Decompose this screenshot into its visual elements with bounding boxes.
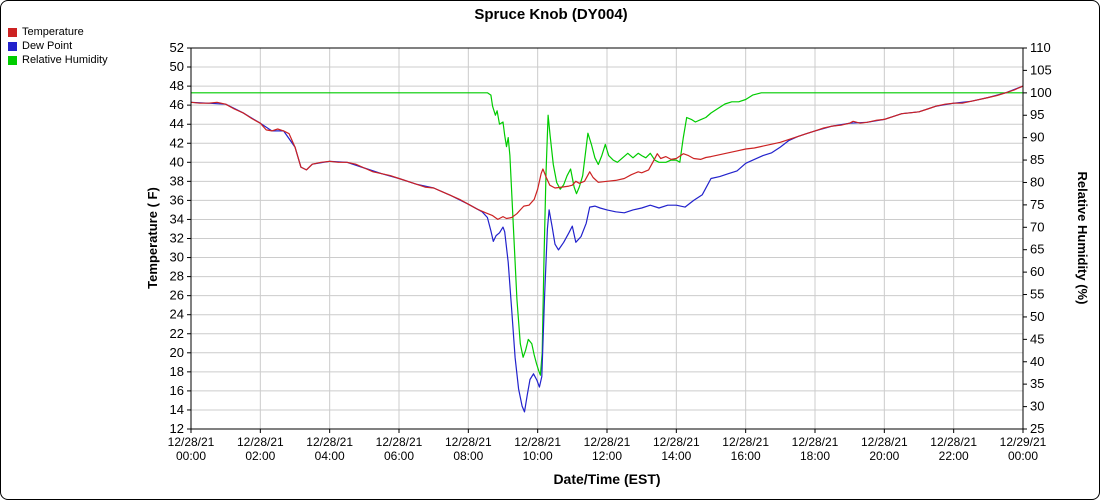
x-tick-date: 12/28/21 <box>514 435 561 449</box>
x-tick-date: 12/28/21 <box>930 435 977 449</box>
y-left-tick-label: 22 <box>170 326 184 341</box>
y-left-tick-label: 28 <box>170 269 184 284</box>
y-left-tick-label: 12 <box>170 421 184 436</box>
plot-border <box>190 47 1024 430</box>
relative-humidity-line <box>191 92 1023 376</box>
x-tick-date: 12/28/21 <box>237 435 284 449</box>
x-tick-date: 12/28/21 <box>722 435 769 449</box>
y-left-tick-label: 46 <box>170 97 184 112</box>
y-right-axis-title: Relative Humidity (%) <box>1075 172 1090 305</box>
y-left-tick-label: 30 <box>170 250 184 265</box>
y-right-tick-label: 45 <box>1030 331 1044 346</box>
y-right-tick-label: 95 <box>1030 107 1044 122</box>
x-tick-time: 12:00 <box>592 449 622 463</box>
y-right-tick-label: 25 <box>1030 421 1044 436</box>
x-tick-time: 04:00 <box>315 449 345 463</box>
temperature-line <box>190 85 1024 220</box>
x-tick-date: 12/28/21 <box>168 435 215 449</box>
y-right-tick-label: 75 <box>1030 197 1044 212</box>
y-left-tick-label: 42 <box>170 135 184 150</box>
y-right-tick-label: 50 <box>1030 309 1044 324</box>
y-right-tick-label: 65 <box>1030 242 1044 257</box>
y-left-tick-label: 14 <box>170 402 184 417</box>
y-left-tick-label: 24 <box>170 307 184 322</box>
legend-label-temperature: Temperature <box>22 26 84 38</box>
y-left-axis-title: Temperature ( F) <box>145 187 160 289</box>
relative-humidity-swatch-icon <box>8 56 17 65</box>
y-right-tick-label: 80 <box>1030 174 1044 189</box>
y-left-tick-label: 26 <box>170 288 184 303</box>
temperature-swatch-icon <box>8 28 17 37</box>
x-tick-date: 12/28/21 <box>376 435 423 449</box>
y-right-tick-label: 40 <box>1030 354 1044 369</box>
y-left-tick-label: 32 <box>170 231 184 246</box>
x-tick-time: 08:00 <box>453 449 483 463</box>
y-right-tick-label: 35 <box>1030 376 1044 391</box>
y-right-tick-label: 60 <box>1030 264 1044 279</box>
y-left-tick-label: 36 <box>170 192 184 207</box>
y-left-tick-label: 40 <box>170 154 184 169</box>
legend-label-dew-point: Dew Point <box>22 40 73 52</box>
x-tick-time: 10:00 <box>523 449 553 463</box>
x-tick-time: 06:00 <box>384 449 414 463</box>
chart-title: Spruce Knob (DY004) <box>474 6 627 23</box>
y-left-tick-label: 38 <box>170 173 184 188</box>
x-tick-time: 00:00 <box>176 449 206 463</box>
x-tick-date: 12/28/21 <box>792 435 839 449</box>
y-left-tick-label: 52 <box>170 40 184 55</box>
legend: Temperature Dew Point Relative Humidity <box>8 27 108 66</box>
x-tick-date: 12/28/21 <box>306 435 353 449</box>
plot-area: 12/28/2100:0012/28/2102:0012/28/2104:001… <box>168 40 1052 463</box>
y-left-tick-label: 16 <box>170 383 184 398</box>
y-left-tick-label: 48 <box>170 78 184 93</box>
y-right-tick-label: 70 <box>1030 219 1044 234</box>
x-tick-date: 12/28/21 <box>584 435 631 449</box>
y-left-tick-label: 20 <box>170 345 184 360</box>
y-right-tick-label: 90 <box>1030 130 1044 145</box>
y-right-tick-label: 110 <box>1030 40 1051 55</box>
y-left-tick-label: 44 <box>170 116 184 131</box>
y-left-tick-label: 34 <box>170 211 184 226</box>
x-tick-date: 12/28/21 <box>861 435 908 449</box>
x-tick-time: 18:00 <box>800 449 830 463</box>
y-right-tick-label: 105 <box>1030 62 1052 77</box>
x-tick-time: 16:00 <box>731 449 761 463</box>
legend-item-temperature: Temperature <box>8 27 108 38</box>
x-tick-time: 22:00 <box>939 449 969 463</box>
dew-point-swatch-icon <box>8 42 17 51</box>
y-right-tick-label: 85 <box>1030 152 1044 167</box>
y-left-tick-label: 50 <box>170 59 184 74</box>
x-tick-time: 20:00 <box>869 449 899 463</box>
x-axis-title: Date/Time (EST) <box>553 471 660 487</box>
x-tick-time: 00:00 <box>1008 449 1038 463</box>
x-tick-date: 12/28/21 <box>653 435 700 449</box>
y-right-tick-label: 100 <box>1030 85 1052 100</box>
x-tick-date: 12/28/21 <box>445 435 492 449</box>
x-tick-time: 14:00 <box>661 449 691 463</box>
x-tick-date: 12/29/21 <box>1000 435 1047 449</box>
y-left-tick-label: 18 <box>170 364 184 379</box>
legend-item-dew-point: Dew Point <box>8 41 108 52</box>
x-tick-time: 02:00 <box>245 449 275 463</box>
legend-label-relative-humidity: Relative Humidity <box>22 54 108 66</box>
y-right-tick-label: 55 <box>1030 287 1044 302</box>
y-right-tick-label: 30 <box>1030 399 1044 414</box>
legend-item-relative-humidity: Relative Humidity <box>8 55 108 66</box>
